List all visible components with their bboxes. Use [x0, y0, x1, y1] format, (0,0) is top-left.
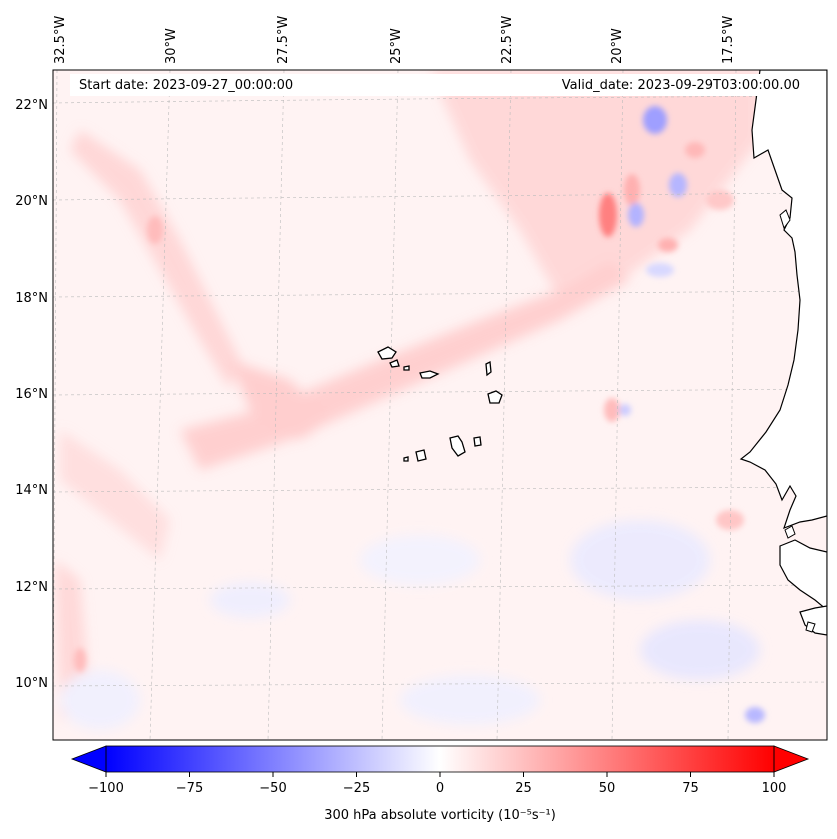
lon-label: 20°W [610, 28, 625, 64]
colorbar-extend-low [70, 745, 107, 773]
start-date-text: Start date: 2023-09-27_00:00:00 [79, 78, 294, 93]
colorbar-tick-label: 100 [761, 781, 787, 796]
colorbar-gradient [106, 746, 774, 772]
colorbar-tick-label: −100 [88, 781, 124, 796]
lat-label: 20°N [15, 194, 48, 209]
colorbar [70, 745, 810, 777]
valid-date-text: Valid_date: 2023-09-29T03:00:00.00 [561, 78, 800, 93]
lat-label: 14°N [15, 483, 48, 498]
colorbar-tick-label: 75 [682, 781, 699, 796]
vorticity-field [53, 70, 827, 740]
lon-label: 32.5°W [53, 15, 68, 64]
cape-verde-islands [377, 346, 503, 462]
lon-label: 17.5°W [721, 15, 736, 64]
date-info-box [70, 74, 807, 96]
africa-coastline [739, 70, 827, 636]
gridlines [53, 70, 827, 740]
colorbar-tick-label: −75 [175, 781, 204, 796]
lat-label: 10°N [15, 676, 48, 691]
colorbar-label: 300 hPa absolute vorticity (10⁻⁵s⁻¹) [324, 808, 556, 823]
lat-label: 22°N [15, 98, 48, 113]
colorbar-tick-label: −25 [342, 781, 371, 796]
colorbar-tick-label: −50 [259, 781, 287, 796]
colorbar-tick-label: 0 [435, 781, 445, 796]
colorbar-tick-label: 50 [598, 781, 616, 796]
lon-label: 25°W [389, 28, 404, 64]
lat-label: 16°N [15, 387, 48, 402]
map-border [52, 69, 828, 741]
colorbar-extend-high [773, 745, 810, 773]
colorbar-tick-label: 25 [515, 781, 532, 796]
lon-label: 22.5°W [500, 15, 515, 64]
lat-label: 18°N [15, 291, 48, 306]
lat-label: 12°N [15, 580, 48, 595]
lon-label: 27.5°W [276, 15, 291, 64]
lon-label: 30°W [164, 28, 179, 64]
